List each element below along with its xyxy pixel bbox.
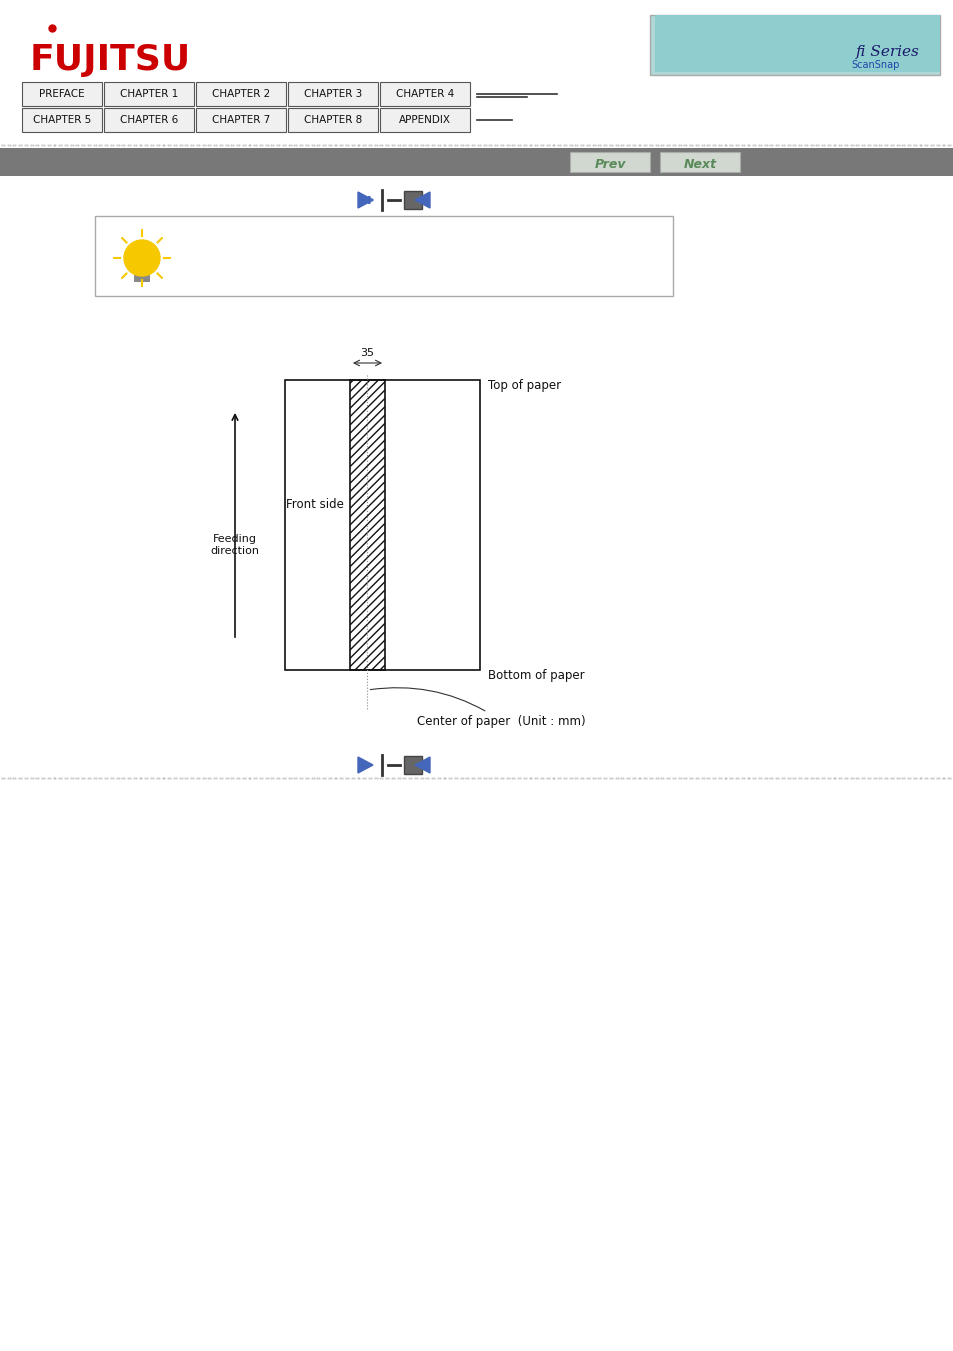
Bar — [288, 108, 377, 132]
Text: fi Series: fi Series — [855, 45, 919, 59]
Text: CHAPTER 6: CHAPTER 6 — [120, 115, 178, 126]
Bar — [655, 15, 939, 72]
Text: ScanSnap: ScanSnap — [851, 59, 899, 70]
Polygon shape — [415, 192, 430, 208]
Bar — [104, 108, 193, 132]
Bar — [0, 149, 953, 176]
Text: CHAPTER 7: CHAPTER 7 — [212, 115, 270, 126]
Text: CHAPTER 8: CHAPTER 8 — [304, 115, 362, 126]
Bar — [350, 380, 385, 670]
Text: CHAPTER 5: CHAPTER 5 — [32, 115, 91, 126]
Bar — [649, 15, 939, 76]
Polygon shape — [357, 757, 373, 773]
Text: FUJITSU: FUJITSU — [30, 43, 191, 77]
Text: Feeding
direction: Feeding direction — [211, 534, 259, 555]
Text: 35: 35 — [360, 349, 375, 358]
Bar — [403, 190, 421, 209]
Bar — [285, 380, 479, 670]
Bar — [403, 757, 421, 774]
Bar — [569, 153, 649, 172]
Bar — [379, 82, 470, 105]
Bar — [104, 82, 193, 105]
Circle shape — [124, 240, 160, 276]
Bar — [195, 82, 286, 105]
Text: Bottom of paper: Bottom of paper — [488, 669, 584, 681]
Bar — [133, 274, 150, 282]
Bar — [95, 216, 672, 296]
Bar — [22, 82, 102, 105]
Text: APPENDIX: APPENDIX — [398, 115, 451, 126]
Bar — [288, 82, 377, 105]
Bar — [659, 153, 740, 172]
Bar — [22, 108, 102, 132]
Text: CHAPTER 1: CHAPTER 1 — [120, 89, 178, 99]
Text: Top of paper: Top of paper — [488, 378, 560, 392]
Text: CHAPTER 3: CHAPTER 3 — [304, 89, 362, 99]
Text: CHAPTER 4: CHAPTER 4 — [395, 89, 454, 99]
Bar — [195, 108, 286, 132]
Text: Next: Next — [682, 158, 716, 170]
Bar — [379, 108, 470, 132]
Polygon shape — [357, 192, 373, 208]
Text: Front side: Front side — [286, 499, 344, 512]
Text: Prev: Prev — [594, 158, 625, 170]
Text: Center of paper  (Unit : mm): Center of paper (Unit : mm) — [370, 688, 585, 728]
Text: CHAPTER 2: CHAPTER 2 — [212, 89, 270, 99]
Polygon shape — [415, 757, 430, 773]
Text: PREFACE: PREFACE — [39, 89, 85, 99]
